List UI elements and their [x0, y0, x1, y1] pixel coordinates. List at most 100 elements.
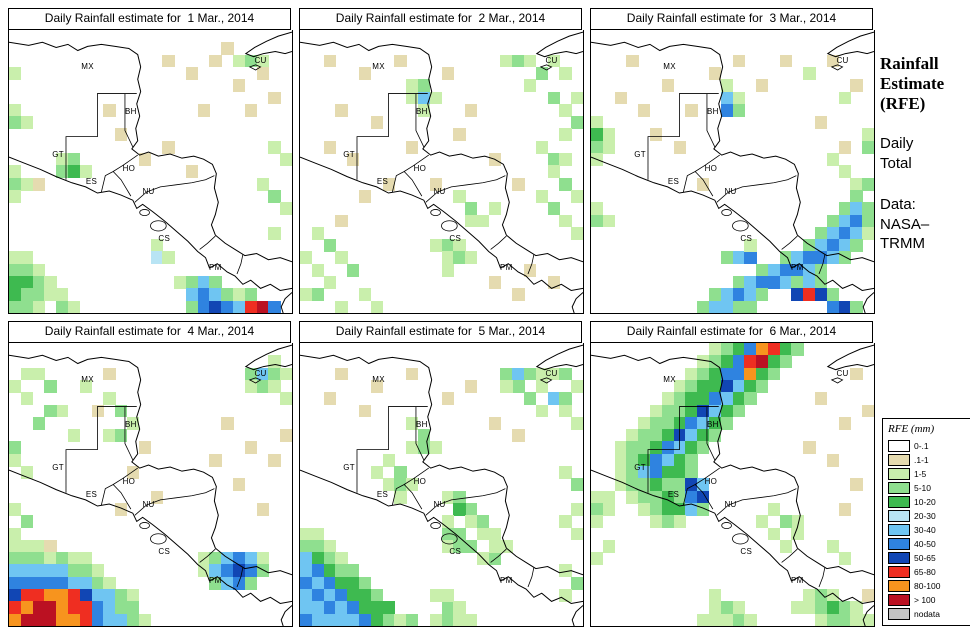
panel-title: Daily Rainfall estimate for 4 Mar., 2014 [8, 321, 291, 343]
country-label-es: ES [85, 489, 98, 499]
rain-cell [32, 564, 45, 578]
rain-cell [20, 539, 34, 553]
data-source-line: TRMM [880, 235, 925, 253]
rain-cell [91, 564, 104, 578]
rain-cell [79, 601, 93, 615]
pacific-coastline [9, 157, 292, 290]
country-label-gt: GT [343, 150, 355, 160]
rain-cell [268, 379, 281, 393]
rain-cell [732, 300, 745, 313]
rain-cell [708, 379, 722, 393]
rain-cell [547, 91, 560, 105]
rain-cell [767, 527, 781, 541]
rain-cell [779, 343, 792, 356]
rain-cell [20, 564, 34, 578]
rain-cell [150, 251, 163, 265]
legend-label: 20-30 [914, 511, 936, 521]
rain-cell [79, 564, 93, 578]
product-title-line: Estimate [880, 74, 945, 94]
product-title: Rainfall Estimate (RFE) [880, 54, 970, 114]
rain-cell [44, 539, 57, 553]
rain-cell [649, 490, 663, 504]
legend-row: 0-.1 [888, 439, 970, 453]
rain-cell [803, 288, 816, 302]
rain-cell [649, 416, 663, 430]
lake-managua [140, 209, 150, 215]
rain-cell [323, 601, 336, 615]
rain-cell [465, 613, 478, 626]
rainfall-cells-layer [9, 30, 292, 313]
rain-cell [233, 79, 246, 93]
rain-cell [591, 214, 604, 228]
rain-cell [673, 453, 686, 467]
rain-cell [779, 54, 792, 68]
rain-cell [441, 66, 454, 80]
rain-cell [673, 478, 686, 492]
legend-swatch [888, 482, 910, 494]
rain-cell [233, 300, 246, 313]
rain-cell [103, 601, 116, 615]
rain-cell [779, 355, 792, 369]
country-label-mx: MX [663, 61, 676, 71]
country-label-cu: CU [254, 368, 267, 378]
country-label-bh: BH [415, 420, 428, 430]
rain-cell [708, 355, 722, 369]
rain-cell [126, 613, 140, 626]
country-label-cu: CU [545, 55, 558, 65]
rain-cell [453, 128, 466, 142]
map-canvas: MX CU BH GT HO ES NU CS PM [8, 343, 293, 627]
country-label-mx: MX [372, 374, 385, 384]
rain-cell [323, 392, 336, 406]
rain-cell [626, 490, 639, 504]
rain-cell [311, 527, 325, 541]
country-label-es: ES [667, 176, 680, 186]
rain-cell [115, 429, 128, 442]
rain-cell [115, 601, 128, 615]
rain-cell [614, 453, 627, 467]
rain-cell [67, 165, 81, 179]
rain-cell [732, 367, 745, 381]
country-label-ho: HO [122, 477, 136, 487]
country-label-nu: NU [433, 187, 446, 196]
country-label-nu: NU [724, 187, 737, 196]
data-source-line: NASA– [880, 215, 930, 233]
rain-cell [20, 576, 34, 590]
rain-cell [115, 502, 128, 516]
country-label-cs: CS [158, 547, 171, 557]
rain-cell [697, 613, 710, 626]
rain-cell [115, 613, 128, 626]
rain-cell [756, 263, 769, 277]
rain-cell [394, 466, 407, 479]
rain-cell [791, 288, 804, 302]
rain-cell [826, 453, 840, 467]
rain-cell [591, 140, 604, 154]
rain-cell [323, 140, 336, 154]
rain-cell [571, 576, 583, 590]
isla-juventud-island [250, 378, 261, 383]
rain-cell [323, 276, 336, 289]
rain-cell [697, 404, 710, 418]
rain-cell [673, 490, 686, 504]
rain-cell [815, 263, 828, 277]
rain-cell [661, 429, 675, 442]
rain-cell [708, 416, 722, 430]
rain-cell [791, 251, 804, 265]
rain-cell [233, 478, 246, 492]
rain-cell [9, 103, 22, 117]
rain-cell [673, 502, 686, 516]
coastline-map [591, 30, 874, 313]
coastline-map [591, 343, 874, 626]
rain-cell [300, 527, 313, 541]
rain-cell [441, 589, 454, 602]
rain-cell [826, 613, 840, 626]
rain-cell [347, 613, 360, 626]
country-label-pm: PM [209, 262, 222, 272]
rain-cell [358, 576, 372, 590]
rain-cell [44, 613, 57, 626]
rain-cell [512, 177, 525, 191]
rain-cell [649, 478, 663, 492]
rain-cell [453, 527, 466, 541]
rain-cell [591, 502, 604, 516]
lake-nicaragua [151, 534, 167, 544]
rain-cell [465, 515, 478, 529]
